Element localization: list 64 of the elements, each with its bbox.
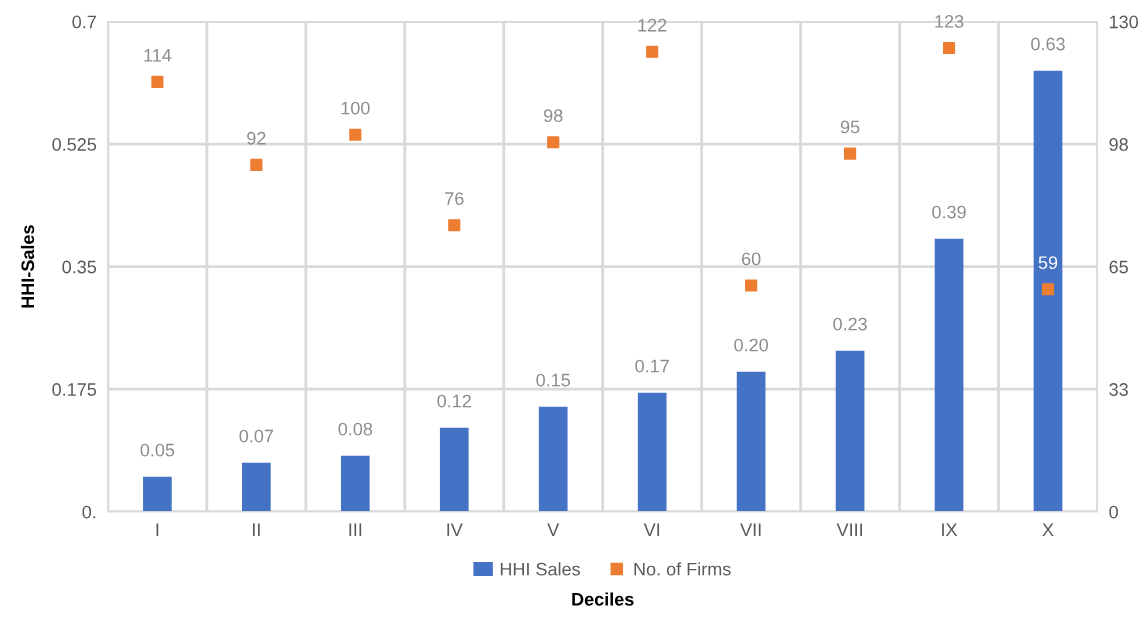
y2-tick-label: 98 xyxy=(1109,138,1128,151)
x-tick-label: V xyxy=(547,523,560,536)
data-label: 0.63 xyxy=(1031,37,1065,51)
data-label: 0.07 xyxy=(239,429,274,443)
y-tick-label: 0.175 xyxy=(52,383,97,396)
bar xyxy=(242,462,271,512)
data-label: 114 xyxy=(144,49,172,62)
data-label: 100 xyxy=(341,101,370,115)
data-label: 76 xyxy=(445,192,464,205)
bar xyxy=(835,350,865,512)
point xyxy=(448,219,461,232)
point xyxy=(547,136,560,149)
x-tick-label: VIII xyxy=(836,523,862,536)
data-label: 0.20 xyxy=(734,338,768,352)
data-label: 123 xyxy=(935,15,964,28)
bar xyxy=(934,238,964,512)
y2-tick-label: 65 xyxy=(1109,260,1128,274)
data-label: 92 xyxy=(247,131,266,145)
y2-tick-label: 0 xyxy=(1109,505,1118,519)
x-axis-title: Deciles xyxy=(572,592,634,606)
bar xyxy=(439,427,469,512)
x-tick-label: II xyxy=(253,523,260,536)
y-tick-label: 0. xyxy=(82,505,96,519)
x-tick-label: VII xyxy=(740,523,761,536)
point xyxy=(745,279,758,292)
x-tick-label: III xyxy=(349,523,362,536)
y-tick-label: 0.525 xyxy=(52,138,97,151)
bar xyxy=(1033,70,1063,512)
data-label: 0.15 xyxy=(536,373,571,387)
data-label: 95 xyxy=(840,120,860,134)
y-axis-title: HHI-Sales xyxy=(20,225,35,308)
bar xyxy=(736,371,766,512)
data-label: 0.05 xyxy=(140,443,175,457)
x-tick-label: I xyxy=(156,523,159,536)
y2-tick-label: 130 xyxy=(1109,15,1139,29)
data-label: 0.23 xyxy=(833,317,867,331)
data-label: 59 xyxy=(1038,256,1058,270)
data-label: 0.12 xyxy=(437,394,471,408)
bar xyxy=(340,455,370,512)
y-tick-label: 0.7 xyxy=(72,15,96,29)
data-label: 122 xyxy=(638,18,667,32)
x-tick-label: VI xyxy=(643,523,660,536)
bar xyxy=(143,476,172,512)
point xyxy=(844,147,857,160)
point xyxy=(646,45,659,58)
point xyxy=(151,75,164,89)
data-label: 98 xyxy=(544,109,563,123)
data-label: 0.39 xyxy=(932,205,966,219)
bar xyxy=(538,406,568,512)
data-label: 0.17 xyxy=(635,359,669,373)
point xyxy=(942,41,956,55)
data-label: 0.08 xyxy=(338,422,373,436)
legend-label: No. of Firms xyxy=(634,562,731,576)
y-tick-label: 0.35 xyxy=(62,260,97,274)
point xyxy=(250,158,263,171)
point xyxy=(349,128,362,141)
x-tick-label: X xyxy=(1042,523,1054,536)
y2-tick-label: 33 xyxy=(1109,383,1128,396)
x-tick-label: IV xyxy=(447,523,463,536)
x-tick-label: IX xyxy=(942,523,958,536)
point xyxy=(1041,283,1055,296)
legend-label: HHI Sales xyxy=(500,562,580,576)
bar xyxy=(637,392,667,512)
data-label: 60 xyxy=(742,252,761,266)
